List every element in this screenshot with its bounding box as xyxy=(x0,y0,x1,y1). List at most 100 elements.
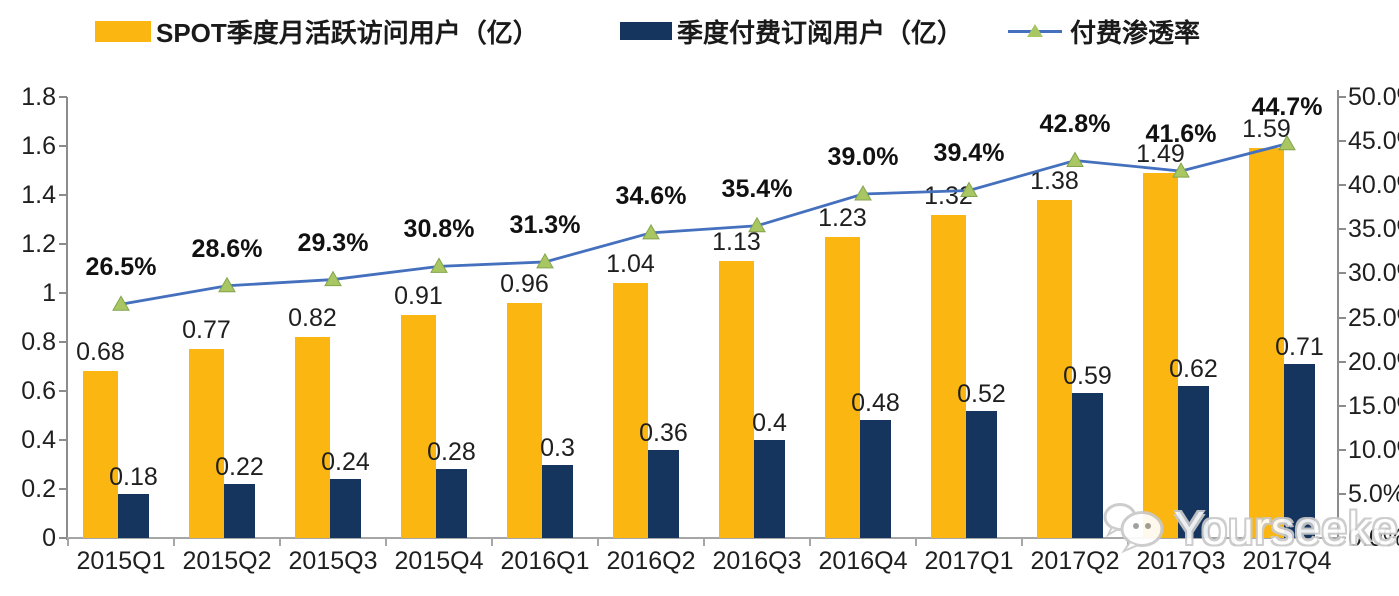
x-tick xyxy=(491,539,493,546)
bar-label-subs-2016Q4: 0.48 xyxy=(851,389,900,418)
bar-label-subs-2015Q4: 0.28 xyxy=(427,438,476,467)
navy-bar-swatch xyxy=(620,22,672,40)
y-left-tick-label: 0.8 xyxy=(21,328,56,356)
x-axis xyxy=(66,537,1340,539)
y-left-tick xyxy=(59,488,67,490)
y-right-tick xyxy=(1338,96,1346,98)
bar-subs-2015Q3 xyxy=(330,479,361,538)
bar-label-mau-2016Q2: 1.04 xyxy=(606,250,655,279)
y-left-tick xyxy=(59,537,67,539)
x-tick xyxy=(67,539,69,546)
bar-label-subs-2015Q3: 0.24 xyxy=(321,448,370,477)
y-right-tick-label: 30.0% xyxy=(1348,259,1399,288)
pct-label-2015Q3: 29.3% xyxy=(297,228,369,257)
x-tick-label-2015Q2: 2015Q2 xyxy=(182,547,272,575)
x-tick-label-2017Q3: 2017Q3 xyxy=(1136,547,1226,575)
y-right-tick-label: 35.0% xyxy=(1348,215,1399,244)
y-right-tick xyxy=(1338,492,1346,495)
pct-label-2016Q3: 35.4% xyxy=(721,174,793,203)
bar-label-subs-2016Q1: 0.3 xyxy=(540,433,575,462)
legend-label-penetration: 付费渗透率 xyxy=(1070,17,1201,48)
legend-label-subs: 季度付费订阅用户（亿） xyxy=(677,17,964,48)
x-tick-label-2016Q4: 2016Q4 xyxy=(818,547,908,575)
y-left-tick xyxy=(59,96,67,98)
watermark: Yourseeker xyxy=(1100,498,1399,558)
x-tick xyxy=(597,539,599,546)
x-tick-label-2017Q4: 2017Q4 xyxy=(1242,547,1332,575)
y-left-tick xyxy=(59,194,67,196)
penetration-polyline xyxy=(120,142,1288,306)
bar-label-mau-2015Q2: 0.77 xyxy=(182,316,231,345)
bar-label-mau-2017Q2: 1.38 xyxy=(1030,166,1079,195)
bar-label-subs-2016Q3: 0.4 xyxy=(752,409,787,437)
penetration-marker-2015Q4 xyxy=(430,257,448,273)
x-tick xyxy=(173,539,175,546)
bar-subs-2016Q3 xyxy=(754,440,785,538)
bar-label-subs-2017Q2: 0.59 xyxy=(1063,362,1112,391)
legend-item-mau: SPOT季度月活跃访问用户（亿） xyxy=(95,14,539,48)
legend-item-penetration: 付费渗透率 xyxy=(1008,14,1200,48)
penetration-marker-2017Q2 xyxy=(1066,151,1084,168)
bar-subs-2015Q4 xyxy=(436,469,467,538)
x-tick xyxy=(915,539,917,546)
bar-mau-2016Q4 xyxy=(825,236,860,538)
wechat-icon xyxy=(1103,503,1164,554)
x-tick-label-2017Q1: 2017Q1 xyxy=(924,547,1014,575)
y-right-tick-label: 10.0% xyxy=(1348,435,1399,464)
y-axis-right xyxy=(1337,90,1339,540)
x-tick xyxy=(279,539,281,546)
y-left-tick-label: 1.8 xyxy=(21,83,56,111)
bar-mau-2017Q1 xyxy=(931,214,966,538)
y-right-tick-label: 20.0% xyxy=(1348,347,1399,376)
y-right-tick xyxy=(1338,272,1346,275)
y-right-tick xyxy=(1338,228,1346,231)
x-tick xyxy=(703,539,705,546)
y-left-tick-label: 1.4 xyxy=(21,181,56,209)
y-left-tick xyxy=(59,292,67,294)
y-right-tick xyxy=(1338,316,1346,319)
bar-mau-2016Q3 xyxy=(719,261,754,538)
penetration-marker-2015Q2 xyxy=(218,276,236,293)
bar-subs-2017Q4 xyxy=(1284,364,1315,538)
bar-mau-2015Q2 xyxy=(189,349,224,538)
y-right-tick-label: 5.0% xyxy=(1348,479,1399,508)
bar-subs-2015Q2 xyxy=(224,484,255,538)
pct-label-2016Q1: 31.3% xyxy=(509,210,581,239)
y-left-tick-label: 1.6 xyxy=(21,132,56,160)
y-axis-left xyxy=(66,97,68,540)
bar-mau-2016Q2 xyxy=(613,283,648,538)
bar-mau-2015Q1 xyxy=(83,371,118,538)
y-left-tick xyxy=(59,341,67,343)
pct-label-2015Q1: 26.5% xyxy=(85,253,157,282)
y-left-tick xyxy=(59,439,67,441)
pct-label-2017Q1: 39.4% xyxy=(933,139,1005,168)
x-tick xyxy=(1339,539,1341,546)
y-right-tick xyxy=(1338,404,1346,407)
bar-label-mau-2015Q4: 0.91 xyxy=(394,282,443,311)
y-right-tick-label: 45.0% xyxy=(1348,127,1399,156)
penetration-marker-2016Q2 xyxy=(642,223,660,240)
bar-label-subs-2015Q2: 0.22 xyxy=(215,453,264,482)
line-marker-swatch xyxy=(1008,24,1062,38)
bar-subs-2017Q1 xyxy=(966,410,997,538)
x-tick-label-2015Q3: 2015Q3 xyxy=(288,547,378,575)
bar-label-mau-2015Q3: 0.82 xyxy=(288,304,337,333)
x-tick-label-2017Q2: 2017Q2 xyxy=(1030,547,1120,575)
x-tick xyxy=(1021,539,1023,546)
y-left-tick-label: 0 xyxy=(42,524,56,552)
pct-label-2015Q2: 28.6% xyxy=(191,234,263,263)
bar-label-mau-2016Q1: 0.96 xyxy=(500,269,549,298)
bar-subs-2017Q2 xyxy=(1072,393,1103,538)
pct-label-2016Q4: 39.0% xyxy=(827,143,899,172)
bar-label-subs-2017Q4: 0.71 xyxy=(1275,333,1324,362)
pct-label-2017Q2: 42.8% xyxy=(1039,109,1111,138)
y-right-tick-label: 25.0% xyxy=(1348,303,1399,332)
legend-label-mau: SPOT季度月活跃访问用户（亿） xyxy=(156,17,539,48)
penetration-marker-2016Q4 xyxy=(854,185,872,201)
x-tick-label-2016Q2: 2016Q2 xyxy=(606,547,696,575)
y-right-tick-label: 50.0% xyxy=(1348,83,1399,111)
x-tick-label-2015Q1: 2015Q1 xyxy=(76,547,166,575)
y-right-tick xyxy=(1338,184,1346,187)
y-right-tick xyxy=(1338,537,1346,539)
bar-mau-2015Q4 xyxy=(401,315,436,538)
